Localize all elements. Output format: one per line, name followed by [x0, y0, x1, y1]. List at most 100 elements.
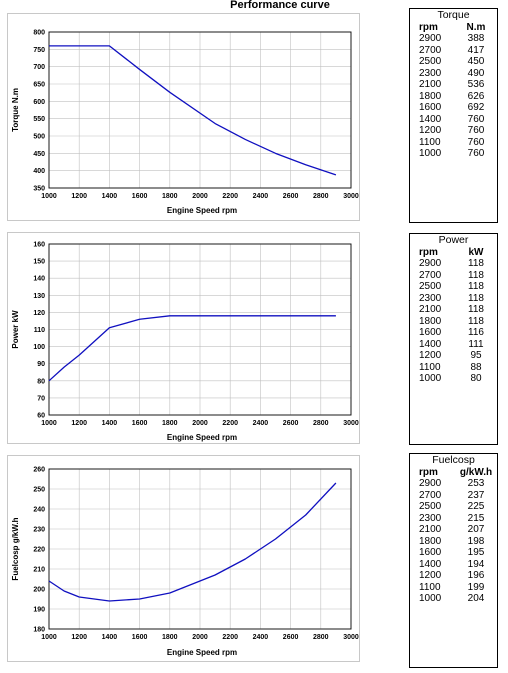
rpm-cell: 2700	[419, 489, 442, 501]
rpm-cell: 1000	[419, 148, 442, 159]
x-tick-label: 1400	[102, 193, 118, 200]
x-tick-label: 3000	[343, 634, 359, 641]
value-cell: 118	[468, 281, 484, 292]
x-tick-label: 1800	[162, 634, 178, 641]
fuelcosp-table: Fuelcosp rpm g/kW.h 2900 253 2700 237 2500 225 23…	[409, 453, 498, 668]
rpm-cell: 1200	[419, 570, 442, 581]
table-row: 2300 215	[410, 513, 497, 525]
x-tick-label: 1600	[132, 420, 148, 427]
y-tick-label: 160	[33, 242, 45, 249]
y-tick-label: 180	[33, 627, 45, 634]
table-header: rpm kW	[410, 247, 497, 259]
x-tick-label: 3000	[343, 193, 359, 200]
series-line	[48, 315, 336, 382]
table-row: 2100 207	[410, 524, 497, 536]
rpm-cell: 1800	[419, 315, 442, 327]
table-header-cell: rpm	[419, 246, 438, 258]
x-tick-label: 1000	[41, 420, 57, 427]
rpm-cell: 2500	[419, 56, 442, 67]
y-tick-label: 190	[33, 607, 45, 614]
table-row: 2500 225	[410, 501, 497, 513]
series-line	[49, 45, 337, 176]
x-tick-label: 1000	[41, 634, 57, 641]
rpm-cell: 2300	[419, 67, 442, 79]
x-tick-label: 2200	[222, 634, 238, 641]
y-axis-label: Fuelcosp g/kW.h	[11, 517, 20, 580]
y-tick-label: 140	[33, 276, 45, 283]
value-cell: 118	[468, 292, 484, 304]
y-tick-label: 120	[33, 310, 45, 317]
table-row: 2500 450	[410, 56, 497, 68]
x-tick-label: 1600	[132, 634, 148, 641]
y-tick-label: 800	[33, 30, 45, 37]
value-cell: 490	[467, 67, 485, 79]
rpm-cell: 2700	[419, 269, 442, 281]
torque-table: Torque rpm N.m 2900 388 2700 417 2500 450 2300 490…	[409, 8, 498, 223]
y-tick-label: 210	[33, 567, 45, 574]
table-row: 1800 626	[410, 91, 497, 103]
rpm-cell: 2900	[419, 33, 442, 44]
x-tick-label: 3000	[343, 420, 359, 427]
y-tick-label: 80	[37, 378, 45, 385]
y-axis-label: Power kW	[11, 310, 20, 349]
y-tick-label: 750	[33, 47, 45, 54]
x-axis-label: Engine Speed rpm	[167, 206, 237, 215]
table-row: 2700 237	[410, 490, 497, 502]
rpm-cell: 2300	[419, 512, 442, 524]
value-cell: 80	[470, 373, 482, 384]
y-tick-label: 450	[33, 151, 45, 158]
value-cell: 204	[467, 593, 485, 604]
table-title: Fuelcosp	[432, 454, 475, 466]
y-tick-label: 60	[37, 413, 45, 420]
value-cell: 118	[468, 269, 484, 281]
table-row: 1400 194	[410, 559, 497, 571]
value-cell: 88	[470, 361, 482, 373]
value-cell: 760	[467, 136, 485, 148]
table-row: 2300 490	[410, 68, 497, 80]
table-row: 2300 118	[410, 293, 497, 305]
table-row: 2100 118	[410, 304, 497, 316]
plot-border	[48, 31, 352, 189]
y-tick-label: 130	[33, 293, 45, 300]
rpm-cell: 2900	[419, 478, 442, 489]
value-cell: 116	[468, 327, 484, 338]
fuel-chart-panel: 180 190 200 210 220 230 240 250 260 1000 1200 1400 1…	[7, 455, 360, 662]
x-tick-label: 2400	[253, 420, 269, 427]
table-header-cell: rpm	[419, 21, 438, 33]
table-row: 1800 198	[410, 536, 497, 548]
value-cell: 199	[467, 581, 485, 593]
y-tick-label: 400	[33, 168, 45, 175]
table-title: Power	[438, 234, 469, 246]
y-tick-label: 230	[33, 527, 45, 534]
y-tick-label: 220	[33, 547, 45, 554]
x-tick-label: 2800	[313, 420, 329, 427]
value-cell: 237	[467, 489, 485, 501]
x-tick-label: 2000	[192, 634, 208, 641]
y-tick-label: 600	[33, 99, 45, 106]
rpm-cell: 1800	[419, 90, 442, 102]
y-tick-label: 250	[33, 487, 45, 494]
power-chart-panel: 60 70 80 90 100 110 120 130 140 150 160 1000 1200 140…	[7, 232, 360, 444]
value-cell: 253	[467, 478, 485, 489]
rpm-cell: 1200	[419, 350, 442, 361]
rpm-cell: 1600	[419, 327, 442, 338]
x-tick-label: 2800	[313, 193, 329, 200]
rpm-cell: 2500	[419, 501, 442, 512]
value-cell: 118	[468, 258, 484, 269]
rpm-cell: 1100	[419, 581, 441, 593]
rpm-cell: 1600	[419, 547, 442, 558]
table-row: 1000 80	[410, 373, 497, 385]
value-cell: 194	[467, 558, 485, 570]
y-axis-label: Torque N.m	[11, 88, 20, 132]
rpm-cell: 2900	[419, 258, 442, 269]
rpm-cell: 2300	[419, 292, 442, 304]
table-row: 2500 118	[410, 281, 497, 293]
x-tick-label: 2600	[283, 420, 299, 427]
value-cell: 225	[467, 501, 485, 512]
table-row: 2900 388	[410, 33, 497, 45]
x-tick-label: 2400	[253, 634, 269, 641]
table-row: 1100 88	[410, 362, 497, 374]
table-row: 1600 116	[410, 327, 497, 339]
value-cell: 760	[467, 125, 485, 136]
table-row: 1200 760	[410, 125, 497, 137]
